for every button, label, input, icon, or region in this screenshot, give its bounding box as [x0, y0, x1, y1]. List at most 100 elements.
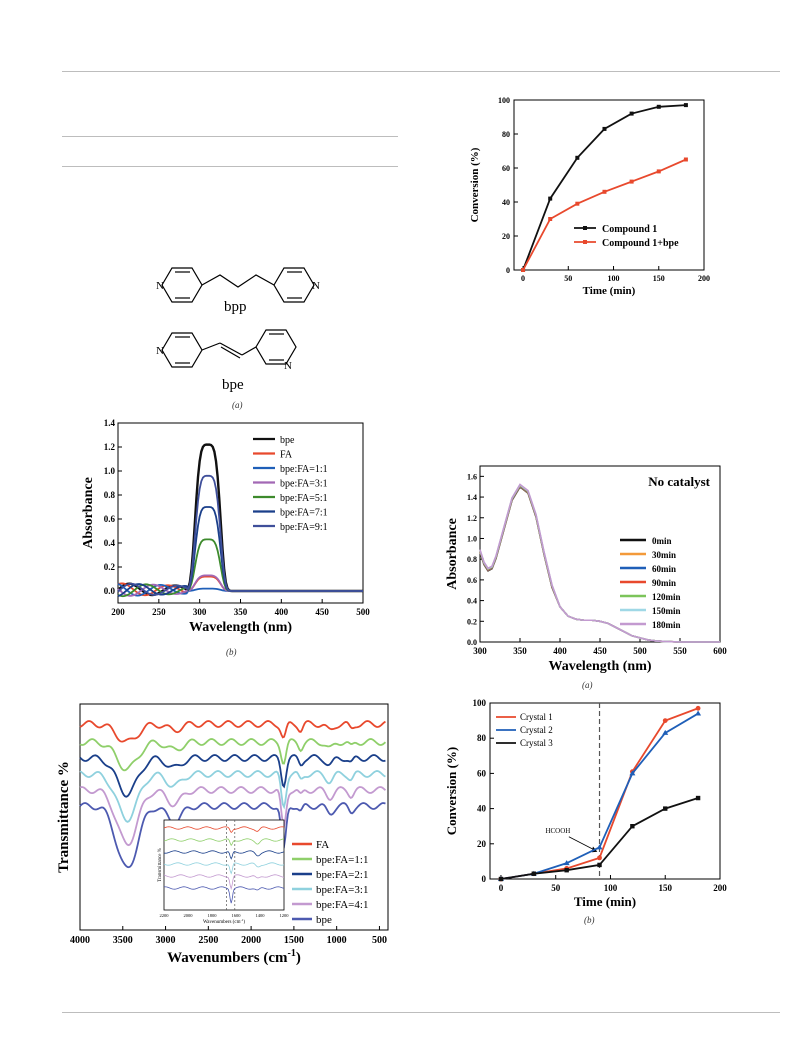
c4-x-tick-label: 500 — [372, 935, 387, 946]
bpe-label: bpe — [222, 377, 244, 393]
c4-inset-series-line-5 — [163, 886, 285, 904]
chart-ftir: 4000 3500 3000 2500 2000 1500 1000 500 Wavenumbe… — [56, 700, 398, 970]
c2-x-tick-label: 250 — [152, 607, 166, 617]
c4-series-line-2 — [79, 754, 386, 798]
c4-inset-series-line-3 — [163, 862, 285, 875]
c5-x-axis-label: Time (min) — [574, 894, 636, 909]
c2-x-tick-label: 200 — [111, 607, 125, 617]
c1-data-point — [683, 103, 688, 108]
c4-x-axis-label-end: ) — [296, 950, 301, 966]
c1-data-point — [602, 126, 607, 131]
c4-x-tick-label: 4000 — [70, 935, 90, 946]
c4-legend-label: bpe:FA=3:1 — [316, 884, 368, 896]
c4-x-tick-label: 1000 — [327, 935, 347, 946]
c5-data-point — [563, 860, 570, 866]
c4-series-line-1 — [79, 738, 387, 772]
c3-x-tick-label: 400 — [553, 646, 567, 656]
c5-y-tick-label: 20 — [477, 839, 487, 849]
bpe-n-left: N — [156, 345, 164, 357]
c5-y-axis-label: Conversion (%) — [444, 747, 459, 835]
c1-plot-frame — [513, 99, 705, 271]
chart-conversion-compound: 0 50 100 150 200 0 20 40 60 80 100 Time (min) Conver… — [464, 90, 724, 300]
c4-series-line-0 — [79, 720, 386, 743]
c3-legend-label: 30min — [652, 550, 676, 560]
c4-x-tick-label: 3500 — [113, 935, 133, 946]
c4-series-line-4 — [79, 786, 387, 847]
c2-series-line-5 — [117, 506, 363, 597]
c3-series-line-6 — [479, 483, 720, 643]
c1-legend-label: Compound 1+bpe — [602, 238, 679, 249]
c3-legend-label: 120min — [652, 592, 681, 602]
c3-series-line-1 — [479, 485, 720, 643]
c2-legend-label: bpe — [280, 435, 295, 446]
chart-conversion-compound-svg: 0 50 100 150 200 0 20 40 60 80 100 Time (min) Conver… — [469, 96, 710, 297]
uv-bpe-fa-caption: (b) — [226, 647, 237, 657]
bpp-n-left: N — [156, 280, 164, 292]
c1-legend-marker — [583, 240, 587, 244]
c1-y-axis-label: Conversion (%) — [469, 147, 481, 222]
chart-uv-bpe-fa: 200 250 300 350 400 450 500 0.0 0.2 0.4 0.6 0.8 1.0 1… — [80, 415, 370, 645]
c2-y-tick-label: 0.2 — [104, 562, 116, 572]
conversion-crystals-caption: (b) — [584, 915, 595, 925]
c3-series-line-0 — [479, 485, 720, 643]
c5-data-point — [531, 871, 537, 876]
c3-x-tick-label: 350 — [513, 646, 527, 656]
c3-y-tick-label: 0.0 — [467, 638, 477, 647]
c2-y-tick-label: 0.8 — [104, 490, 116, 500]
c5-data-point — [663, 806, 668, 811]
c3-y-tick-label: 1.2 — [467, 514, 477, 523]
c2-series-line-6 — [117, 474, 363, 596]
c1-y-tick-label: 20 — [502, 232, 510, 241]
c3-series-line-5 — [479, 483, 720, 643]
c3-annotation: No catalyst — [648, 474, 710, 489]
c1-data-point — [683, 157, 688, 162]
chart-uv-no-catalyst-svg: 300 350 400 450 500 550 600 0.0 0.2 0.4 0.6 0.8 1.0 1… — [445, 465, 727, 674]
c5-x-tick-label: 50 — [551, 883, 561, 893]
footer-rule — [62, 1012, 780, 1013]
c1-x-tick-label: 200 — [698, 274, 710, 283]
chemical-structures: N N N N — [150, 255, 330, 415]
bpp-label: bpp — [224, 299, 247, 315]
header-rule — [62, 71, 780, 72]
c1-x-axis-label: Time (min) — [583, 285, 636, 297]
c3-y-tick-label: 0.6 — [467, 576, 477, 585]
c5-data-point — [498, 876, 504, 882]
c3-series-line-2 — [479, 484, 720, 643]
c4-legend-label: FA — [316, 839, 329, 851]
c5-data-point — [630, 824, 635, 829]
c4-x-tick-label: 2500 — [198, 935, 218, 946]
chart-conversion-crystals: 0 50 100 150 200 0 20 40 60 80 100 Time (min) Conver… — [444, 695, 734, 920]
c4-inset-series-line-4 — [163, 874, 285, 891]
c5-plot-frame — [489, 702, 721, 880]
c4-x-tick-label: 3000 — [156, 935, 176, 946]
c1-x-tick-label: 100 — [608, 274, 620, 283]
c4-legend-label: bpe:FA=2:1 — [316, 869, 368, 881]
c3-y-tick-label: 1.0 — [467, 534, 477, 543]
c4-inset-y-axis-label: Transmittance % — [158, 848, 163, 882]
c1-data-point — [575, 201, 580, 206]
c1-y-tick-label: 60 — [502, 164, 510, 173]
c3-x-tick-label: 550 — [673, 646, 687, 656]
c3-x-tick-label: 300 — [473, 646, 487, 656]
c4-inset-x-tick-label: 1800 — [208, 913, 218, 918]
c5-legend-label: Crystal 2 — [520, 725, 553, 735]
c4-inset-series-line-0 — [163, 826, 285, 834]
c1-data-point — [521, 268, 526, 272]
c2-legend-label: bpe:FA=1:1 — [280, 464, 328, 475]
c4-series-line-3 — [79, 770, 386, 823]
chart-uv-bpe-fa-svg: 200 250 300 350 400 450 500 0.0 0.2 0.4 0.6 0.8 1.0 1… — [81, 418, 370, 635]
c5-y-tick-label: 60 — [477, 768, 487, 778]
c1-series-line-1 — [522, 158, 687, 271]
c2-legend-label: FA — [280, 450, 293, 461]
c3-y-tick-label: 0.8 — [467, 555, 477, 564]
c5-data-point — [695, 705, 701, 711]
table-rule-2 — [62, 166, 398, 167]
c5-x-tick-label: 0 — [499, 883, 504, 893]
c4-series-line-5 — [79, 802, 386, 869]
c4-inset-series-line-2 — [163, 850, 285, 860]
bpe-n-right: N — [284, 360, 292, 372]
c5-data-point — [662, 729, 669, 735]
c2-y-axis-label: Absorbance — [81, 477, 96, 549]
c3-legend-label: 90min — [652, 578, 676, 588]
c1-data-point — [548, 217, 553, 221]
